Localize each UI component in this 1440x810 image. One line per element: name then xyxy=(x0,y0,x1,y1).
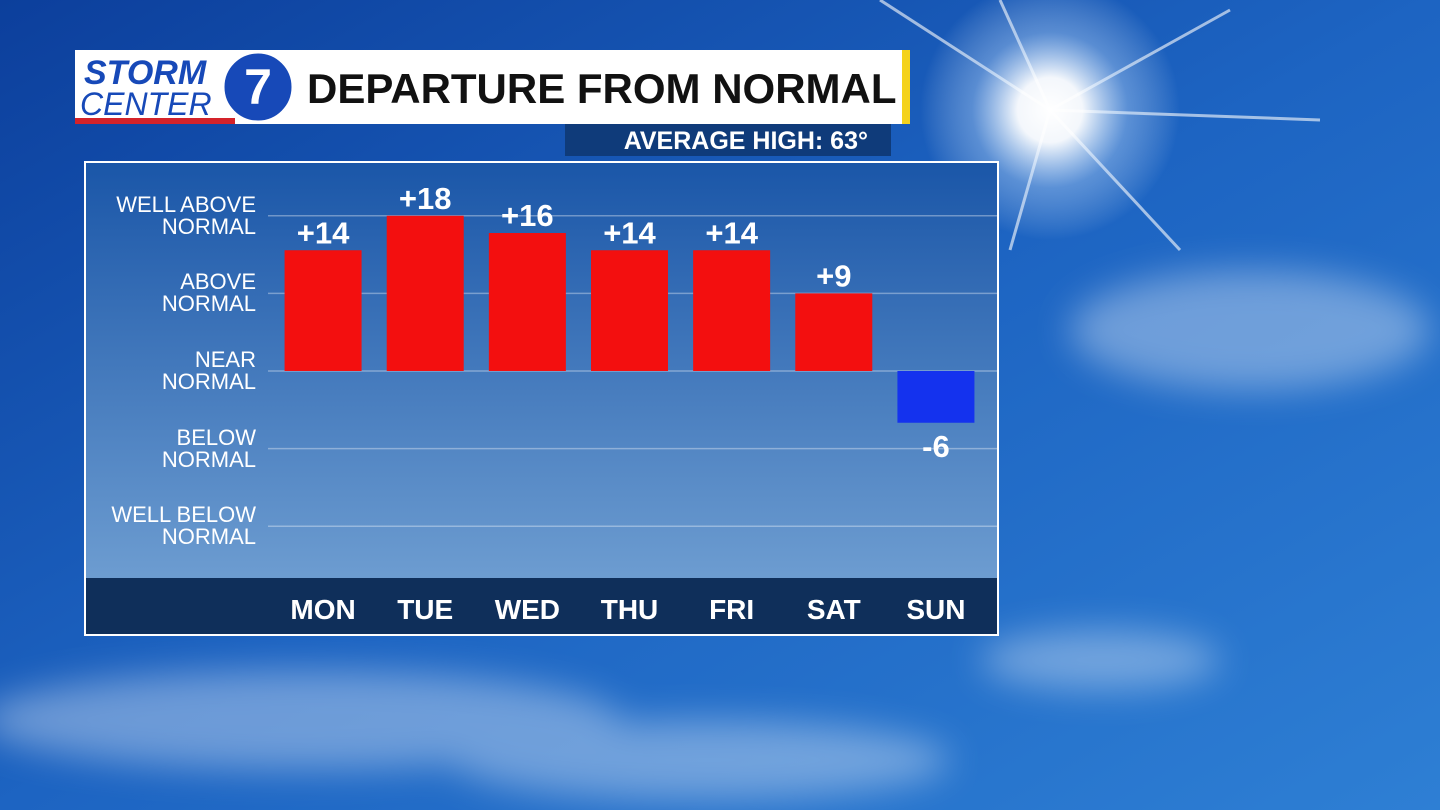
category-strip xyxy=(86,578,997,634)
value-label: +18 xyxy=(399,181,452,216)
y-tick-label: WELL BELOW NORMAL xyxy=(111,502,256,550)
x-tick-label: TUE xyxy=(397,594,453,625)
x-tick-label: THU xyxy=(601,594,659,625)
subtitle-bar xyxy=(565,124,891,156)
value-label: +14 xyxy=(705,215,758,250)
x-tick-label: WED xyxy=(495,594,560,625)
logo-stripe xyxy=(75,118,235,124)
y-tick-label: ABOVE NORMAL xyxy=(161,269,256,317)
bar xyxy=(897,371,975,423)
logo-number: 7 xyxy=(244,59,272,115)
bar xyxy=(386,215,464,371)
header-bar xyxy=(75,50,905,124)
value-label: +9 xyxy=(816,258,851,293)
bar xyxy=(693,250,771,371)
x-tick-label: FRI xyxy=(709,594,754,625)
clouds xyxy=(0,270,1430,800)
chart-title: DEPARTURE FROM NORMAL xyxy=(307,65,897,112)
value-label: +14 xyxy=(297,215,350,250)
y-tick-label: NEAR NORMAL xyxy=(161,347,256,394)
bar xyxy=(284,250,362,371)
y-tick-label: BELOW NORMAL xyxy=(161,424,256,472)
logo-text: STORM xyxy=(84,54,207,92)
value-label: +14 xyxy=(603,215,656,250)
bar xyxy=(795,293,873,371)
value-label: -6 xyxy=(922,429,950,464)
logo-badge xyxy=(221,50,295,124)
x-tick-label: MON xyxy=(290,594,355,625)
value-label: +16 xyxy=(501,198,554,233)
chart-subtitle: AVERAGE HIGH: 63° xyxy=(624,127,868,155)
bar xyxy=(488,233,566,371)
bar xyxy=(591,250,668,371)
x-tick-label: SUN xyxy=(906,594,965,625)
logo-text: CENTER xyxy=(80,86,212,122)
header-accent xyxy=(902,50,910,124)
y-tick-label: WELL ABOVE NORMAL xyxy=(116,191,256,239)
x-tick-label: SAT xyxy=(807,594,861,625)
